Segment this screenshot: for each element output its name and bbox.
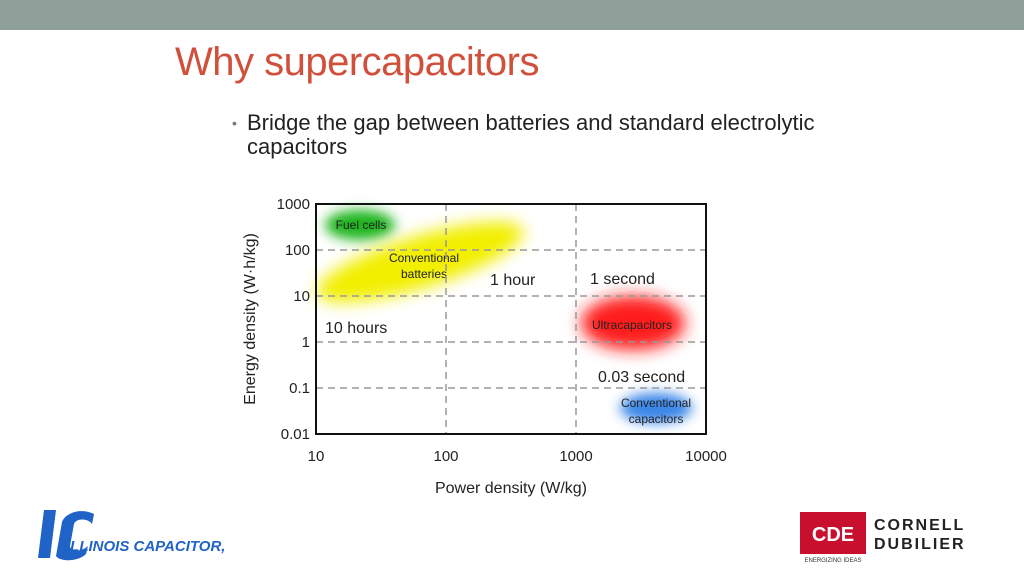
y-tick: 0.1: [289, 380, 310, 397]
x-tick: 10: [308, 448, 325, 465]
logo-i-stroke: [38, 510, 56, 558]
cde-red-box: [800, 512, 866, 554]
dubilier-wordmark: DUBILIER: [874, 536, 966, 553]
y-tick: 1: [302, 334, 310, 351]
cornell-dubilier-logo: CDE ENERGIZING IDEAS CORNELL DUBILIER: [800, 512, 966, 564]
capacitors-label-line1: Conventional: [621, 396, 691, 410]
x-tick: 10000: [685, 448, 727, 465]
annotation-1-second: 1 second: [590, 271, 655, 288]
illinois-capacitor-logo: ILLINOIS CAPACITOR, INC.: [38, 510, 228, 561]
bullet-marker: •: [232, 115, 237, 131]
x-tick: 100: [433, 448, 458, 465]
region-conventional-batteries: Conventional batteries: [316, 221, 524, 303]
x-axis-label: Power density (W/kg): [435, 480, 587, 497]
y-tick: 1000: [277, 196, 310, 213]
y-tick: 0.01: [281, 426, 310, 443]
capacitors-label-line2: capacitors: [629, 412, 684, 426]
y-axis-label: Energy density (W·h/kg): [242, 233, 259, 405]
capacitors-blob: [620, 393, 692, 423]
region-ultracapacitors: Ultracapacitors: [581, 296, 685, 350]
cde-tagline: ENERGIZING IDEAS: [804, 558, 861, 564]
annotation-0.03-second: 0.03 second: [598, 369, 685, 386]
batteries-label-line1: Conventional: [389, 251, 459, 265]
ultracapacitors-label: Ultracapacitors: [592, 318, 672, 332]
y-tick: 10: [293, 288, 310, 305]
logo-c-stroke: [56, 511, 94, 561]
slide-title: Why supercapacitors: [175, 40, 539, 84]
y-tick: 100: [285, 242, 310, 259]
cde-mark: CDE: [812, 524, 854, 546]
fuel-cells-label: Fuel cells: [336, 218, 387, 232]
batteries-label-line2: batteries: [401, 267, 447, 281]
x-tick-labels: 10 100 1000 10000: [308, 448, 727, 465]
gridlines: [316, 204, 706, 434]
ragone-chart: Fuel cells Conventional batteries Ultrac…: [242, 196, 727, 497]
time-annotations: 10 hours 1 hour 1 second 0.03 second: [325, 271, 685, 386]
bullet-text: Bridge the gap between batteries and sta…: [247, 110, 815, 159]
top-banner: [0, 0, 1024, 30]
batteries-blob: [316, 221, 524, 303]
y-tick-labels: 1000 100 10 1 0.1 0.01: [277, 196, 310, 443]
fuel-cells-blob: [325, 210, 395, 240]
illinois-capacitor-wordmark: ILLINOIS CAPACITOR, INC.: [66, 538, 228, 555]
region-fuel-cells: Fuel cells: [325, 210, 395, 240]
cornell-wordmark: CORNELL: [874, 517, 965, 534]
ultracapacitors-blob: [581, 296, 685, 350]
annotation-10-hours: 10 hours: [325, 320, 387, 337]
region-conventional-capacitors: Conventional capacitors: [620, 393, 692, 426]
annotation-1-hour: 1 hour: [490, 272, 536, 289]
x-tick: 1000: [559, 448, 592, 465]
plot-frame: [315, 203, 707, 435]
